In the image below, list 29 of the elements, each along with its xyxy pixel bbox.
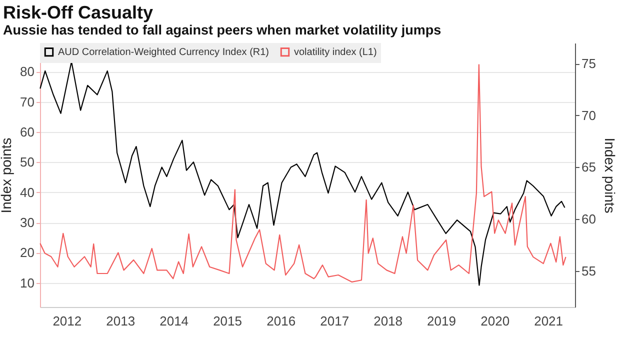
chart-title: Risk-Off Casualty xyxy=(3,2,154,22)
y2-axis-title: Index points xyxy=(602,138,618,214)
x-tick-label: 2012 xyxy=(52,314,82,328)
x-tick-label: 2015 xyxy=(213,314,242,328)
x-tick-label: 2013 xyxy=(106,314,136,328)
y-tick-label: 80 xyxy=(20,64,34,80)
y-tick-label: 60 xyxy=(20,124,34,140)
x-tick-label: 2018 xyxy=(374,314,402,328)
legend-label: volatility index (L1) xyxy=(294,47,377,58)
y-tick-label: 10 xyxy=(20,275,34,290)
y-tick-label: 20 xyxy=(20,245,34,260)
y-tick-label: 40 xyxy=(20,184,34,200)
y2-tick-label: 55 xyxy=(582,263,596,278)
y2-tick-label: 70 xyxy=(582,108,596,123)
y-tick-label: 30 xyxy=(20,215,34,230)
x-tick-label: 2014 xyxy=(160,314,189,328)
x-tick-label: 2017 xyxy=(320,314,350,328)
y2-tick-label: 75 xyxy=(582,56,596,72)
y-tick-label: 70 xyxy=(20,94,34,110)
legend-label: AUD Correlation-Weighted Currency Index (R1) xyxy=(58,47,270,58)
x-tick-label: 2020 xyxy=(480,314,510,328)
x-tick-label: 2016 xyxy=(266,314,296,328)
y-tick-label: 50 xyxy=(20,154,34,170)
x-tick-label: 2021 xyxy=(534,314,564,328)
y2-tick-label: 60 xyxy=(582,212,596,226)
y2-tick-label: 65 xyxy=(582,160,596,175)
x-tick-label: 2019 xyxy=(427,314,456,328)
chart-subtitle: Aussie has tended to fall against peers when market volatility jumps xyxy=(3,22,442,38)
y-axis-title: Index points xyxy=(0,138,14,214)
